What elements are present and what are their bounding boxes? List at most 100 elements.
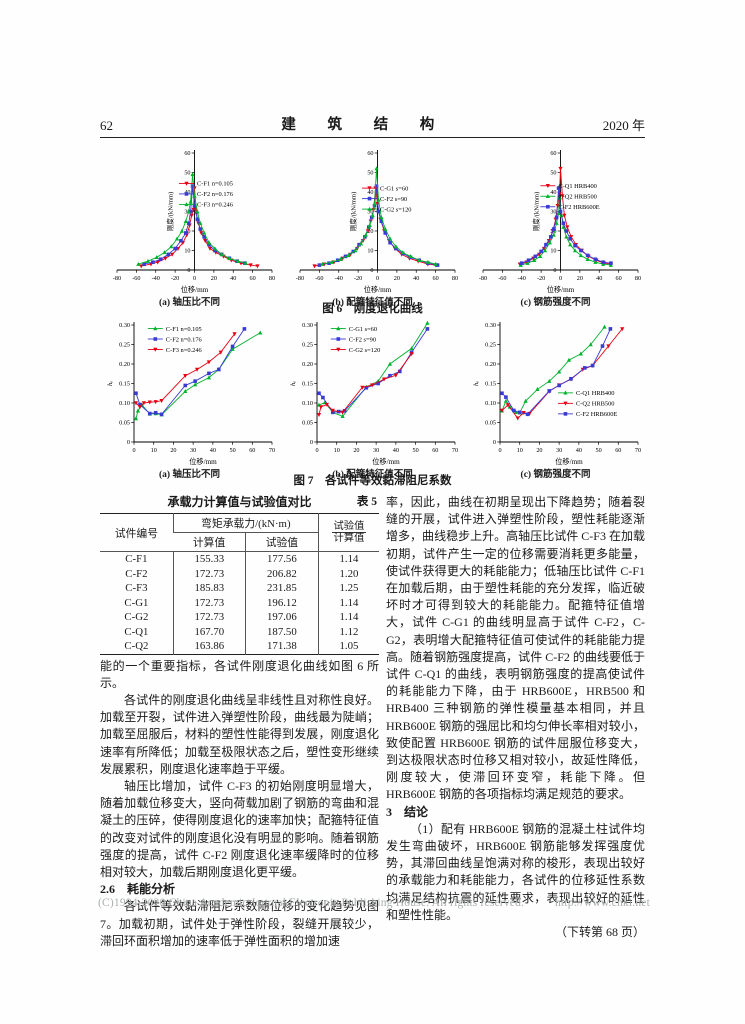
svg-text:10: 10 [550, 248, 556, 255]
ratio-denominator: 计算值 [333, 533, 365, 544]
table-cell: 177.56 [244, 551, 319, 567]
svg-text:60: 60 [615, 275, 621, 282]
svg-text:0.30: 0.30 [485, 322, 496, 329]
damping-chart-axial-ratio: 0 10 20 30 40 50 60 70 0 0.05 0.10 0.15 0.20 0.25 0.30… [107, 322, 275, 466]
svg-text:0: 0 [370, 267, 373, 274]
svg-text:0.20: 0.20 [302, 361, 313, 368]
svg-text:C-F2 s=90: C-F2 s=90 [348, 336, 375, 343]
svg-text:60: 60 [367, 150, 373, 157]
svg-text:40: 40 [209, 447, 215, 454]
svg-text:0: 0 [132, 447, 135, 454]
svg-text:-40: -40 [334, 275, 342, 282]
svg-text:C-F3 n=0.246: C-F3 n=0.246 [197, 202, 233, 209]
svg-text:位移/mm: 位移/mm [180, 285, 208, 294]
svg-text:0: 0 [553, 267, 556, 274]
figure7-chart-a: 0 10 20 30 40 50 60 70 0 0.05 0.10 0.15 0.20 0.25 0.30… [100, 318, 279, 480]
svg-text:0.25: 0.25 [485, 342, 496, 349]
svg-text:0.30: 0.30 [119, 322, 130, 329]
svg-text:0.20: 0.20 [485, 361, 496, 368]
table-cell: 163.86 [172, 639, 246, 654]
svg-text:刚度/(kN/mm): 刚度/(kN/mm) [348, 192, 357, 232]
svg-text:20: 20 [210, 275, 216, 282]
table-header-row: 试件编号 弯矩承载力/(kN·m) 试验值 计算值 [100, 513, 379, 552]
svg-text:80: 80 [268, 275, 274, 282]
svg-text:C-F2 n=0.176: C-F2 n=0.176 [165, 336, 201, 343]
table5-label: 表 5 [356, 496, 377, 508]
svg-text:0.15: 0.15 [302, 381, 313, 388]
svg-text:刚度/(kN/mm): 刚度/(kN/mm) [165, 192, 174, 232]
svg-text:20: 20 [536, 447, 542, 454]
svg-text:30: 30 [367, 209, 373, 216]
svg-text:40: 40 [367, 189, 373, 196]
section-heading: 2.6 耗能分析 [100, 882, 176, 897]
svg-text:C-Q1 HRB400: C-Q1 HRB400 [558, 183, 597, 190]
svg-text:40: 40 [596, 275, 602, 282]
svg-text:0.15: 0.15 [485, 381, 496, 388]
left-column: 承载力计算值与试验值对比 表 5 试件编号 弯矩承载力/(kN·m) 试验值 计… [100, 494, 379, 950]
svg-text:位移/mm: 位移/mm [372, 457, 400, 466]
svg-text:C-Q2 HRB500: C-Q2 HRB500 [575, 401, 614, 408]
svg-text:10: 10 [150, 447, 156, 454]
svg-text:位移/mm: 位移/mm [189, 457, 217, 466]
svg-text:20: 20 [353, 447, 359, 454]
svg-text:60: 60 [432, 275, 438, 282]
svg-text:40: 40 [575, 447, 581, 454]
subcaption: (c) 钢筋强度不同 [520, 298, 591, 308]
subcaption: (c) 钢筋强度不同 [520, 470, 591, 480]
col-header-specimen: 试件编号 [100, 513, 174, 552]
svg-text:50: 50 [367, 170, 373, 177]
svg-text:10: 10 [367, 248, 373, 255]
svg-text:0.05: 0.05 [119, 420, 130, 427]
paragraph: 轴压比增加，试件 C-F3 的初始刚度明显增大，随着加载位移变大，竖向荷载加剧了… [100, 778, 379, 879]
table-row: C-Q1 167.70 187.50 1.12 [100, 624, 379, 639]
svg-text:C-F1 n=0.105: C-F1 n=0.105 [197, 181, 233, 188]
figure7-chart-b: 0 10 20 30 40 50 60 70 0 0.05 0.10 0.15 0.20 0.25 0.30… [283, 318, 462, 480]
col-header-ratio: 试验值 计算值 [317, 513, 379, 552]
svg-text:C-Q1 HRB400: C-Q1 HRB400 [575, 390, 614, 397]
table-cell: 172.73 [172, 595, 246, 610]
svg-text:0.10: 0.10 [302, 400, 313, 407]
svg-text:C-F1 n=0.105: C-F1 n=0.105 [165, 326, 201, 333]
section-heading: 3 结论 [386, 804, 429, 819]
svg-text:40: 40 [230, 275, 236, 282]
paragraph: 率，因此，曲线在初期呈现出下降趋势；随着裂缝的开展，试件进入弹塑性阶段，塑性耗能… [386, 495, 645, 802]
table-row: C-Q2 163.86 171.38 1.05 [100, 639, 379, 654]
publication-year: 2020 年 [602, 118, 645, 133]
svg-text:10: 10 [184, 248, 190, 255]
cnki-watermark: (C)1994-2020 China Academic Journal Elec… [98, 897, 650, 909]
svg-text:-60: -60 [132, 275, 140, 282]
table-row: C-G2 172.73 197.06 1.14 [100, 610, 379, 625]
col-header-tested: 试验值 [244, 532, 319, 552]
svg-text:0.15: 0.15 [119, 381, 130, 388]
svg-text:C-G1 s=60: C-G1 s=60 [348, 326, 376, 333]
svg-text:0.05: 0.05 [485, 420, 496, 427]
right-column: 率，因此，曲线在初期呈现出下降趋势；随着裂缝的开展，试件进入弹塑性阶段，塑性耗能… [386, 494, 645, 950]
svg-text:40: 40 [413, 275, 419, 282]
svg-text:0: 0 [309, 439, 312, 446]
watermark-url: http://www.cnki.net [554, 897, 650, 909]
table-cell: 197.06 [244, 610, 319, 625]
table5: 试件编号 弯矩承载力/(kN·m) 试验值 计算值 计算值 试验 [100, 513, 379, 655]
svg-text:0.25: 0.25 [302, 342, 313, 349]
svg-text:60: 60 [249, 275, 255, 282]
svg-text:位移/mm: 位移/mm [555, 457, 583, 466]
svg-text:-60: -60 [498, 275, 506, 282]
svg-text:70: 70 [451, 447, 457, 454]
col-header-calculated: 计算值 [173, 532, 246, 552]
figure7-caption: 图 7 各试件等效黏滞阻尼系数 [293, 475, 452, 487]
svg-text:50: 50 [550, 170, 556, 177]
table-cell: 1.14 [317, 610, 379, 625]
svg-text:0.10: 0.10 [119, 400, 130, 407]
svg-text:-20: -20 [171, 275, 179, 282]
figure6-row: -80 -60 -40 -20 0 20 40 60 80 0 10 20 30 40 50 60 刚度/(kN… [100, 146, 645, 308]
svg-text:80: 80 [634, 275, 640, 282]
svg-text:0: 0 [315, 447, 318, 454]
svg-text:C-G2 s=120: C-G2 s=120 [380, 206, 411, 213]
ratio-numerator: 试验值 [331, 521, 367, 533]
table-cell: 172.73 [172, 610, 246, 625]
svg-text:0.30: 0.30 [302, 322, 313, 329]
svg-text:0: 0 [126, 439, 129, 446]
table-cell: C-G1 [124, 596, 149, 609]
table-cell: 206.82 [244, 566, 319, 581]
